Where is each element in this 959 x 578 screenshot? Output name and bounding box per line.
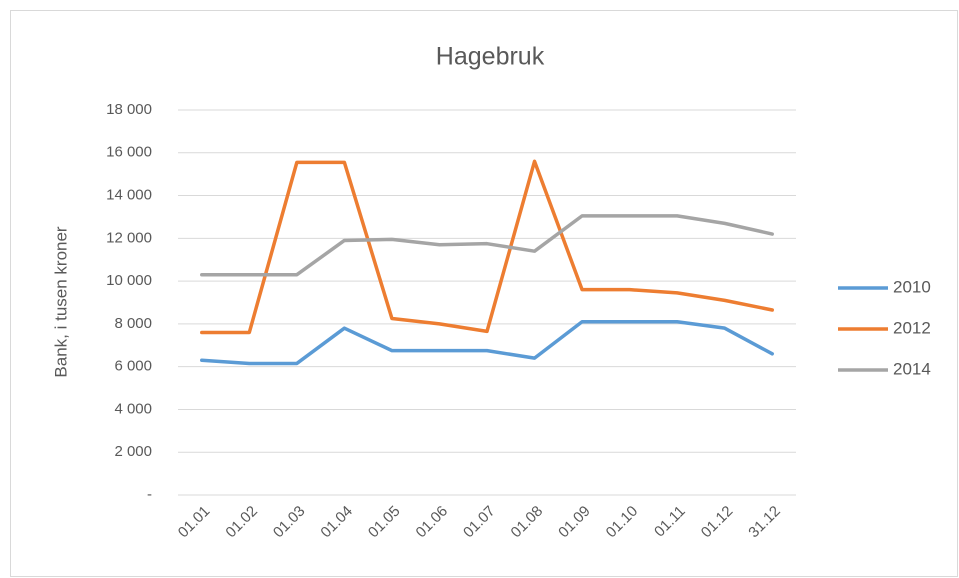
chart-title: Hagebruk: [436, 43, 545, 71]
data-line: [200, 214, 774, 277]
y-axis-label: Bank, i tusen kroner: [51, 226, 70, 378]
y-tick-label: 12 000: [106, 229, 152, 246]
y-tick-label: 4 000: [114, 400, 152, 417]
legend-label: 2012: [893, 318, 931, 337]
y-tick-label: 14 000: [106, 187, 152, 204]
y-tick-label: 8 000: [114, 315, 152, 332]
y-tick-label: 6 000: [114, 358, 152, 375]
legend-label: 2010: [893, 277, 931, 296]
y-tick-label: 2 000: [114, 443, 152, 460]
legend-label: 2014: [893, 359, 931, 378]
data-line: [200, 159, 774, 335]
y-tick-label: 16 000: [106, 144, 152, 161]
chart-frame: [10, 10, 958, 577]
y-tick-label: -: [147, 486, 152, 503]
y-tick-label: 10 000: [106, 272, 152, 289]
y-tick-label: 18 000: [106, 101, 152, 118]
data-line: [200, 320, 774, 366]
